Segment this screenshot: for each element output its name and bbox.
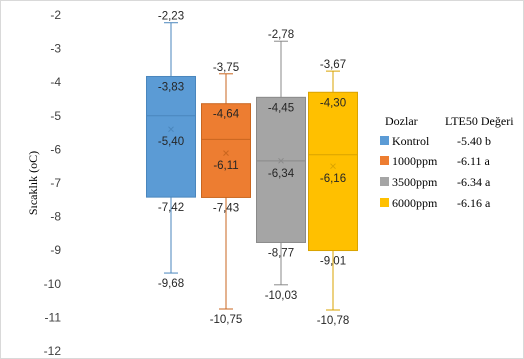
iqr-box [308,91,358,252]
min-label: -9,68 [158,278,184,290]
mean-marker [168,126,174,133]
box-1000ppm: -3,75 -4,64 -6,11 -7,43 -10,75 [201,62,251,326]
y-axis-label: Sıcaklık (oC) [26,151,40,215]
legend-entry-name: 3500ppm [392,175,438,189]
y-tick-label: -4 [50,75,61,89]
y-tick-label: -8 [50,210,61,224]
mean-label: -5,40 [158,136,184,148]
legend-swatch [380,156,389,165]
y-tick-label: -6 [50,142,61,156]
box-kontrol: -2,23 -3,83 -5,40 -7,42 -9,68 [146,11,196,290]
q3-label: -4,30 [320,97,346,109]
min-label: -10,78 [317,315,350,327]
legend-swatch [380,136,389,145]
y-tick-label: -5 [50,109,61,123]
legend-entry-value: -6.11 a [457,154,491,168]
legend-header-doses: Dozlar [385,114,418,128]
mean-marker [223,150,229,156]
q1-label: -7,42 [158,202,184,214]
legend-entry-name: 6000ppm [392,196,438,210]
mean-label: -6,11 [213,160,238,172]
max-label: -2,78 [268,29,294,41]
q1-label: -7,43 [213,202,239,214]
iqr-box [256,96,306,243]
y-tick-label: -9 [50,243,61,257]
q1-label: -8,77 [268,247,294,259]
mean-marker [330,163,336,170]
legend-entry-name: Kontrol [392,134,430,148]
max-label: -3,75 [213,62,239,74]
legend-entry-value: -5.40 b [457,134,491,148]
legend-entry-value: -6.34 a [457,175,491,189]
mean-marker [278,157,284,164]
box-3500ppm: -2,78 -4,45 -6,34 -8,77 -10,03 [256,29,306,302]
y-tick-label: -2 [50,8,61,22]
legend-entry-name: 1000ppm [392,154,438,168]
box-6000ppm: -3,67 -4,30 -6,16 -9,01 -10,78 [308,59,358,327]
q3-label: -4,45 [268,102,294,114]
q3-label: -4,64 [213,109,240,121]
y-tick-label: -12 [44,344,62,358]
legend-swatch [380,177,389,186]
max-label: -2,23 [158,11,184,23]
mean-label: -6,16 [320,173,346,185]
y-tick-label: -7 [50,176,61,190]
q3-label: -3,83 [158,81,184,93]
min-label: -10,03 [265,290,298,302]
y-tick-label: -11 [45,310,62,324]
legend-entry-value: -6.16 a [457,196,491,210]
y-tick-label: -10 [44,277,62,291]
legend-header-values: LTE50 Değeri [445,114,514,128]
iqr-box [146,75,196,198]
iqr-box [201,103,251,198]
y-tick-label: -3 [50,42,61,56]
max-label: -3,67 [320,59,346,71]
q1-label: -9,01 [320,256,346,268]
min-label: -10,75 [210,314,243,326]
mean-label: -6,34 [268,168,295,180]
legend-swatch [380,198,389,207]
